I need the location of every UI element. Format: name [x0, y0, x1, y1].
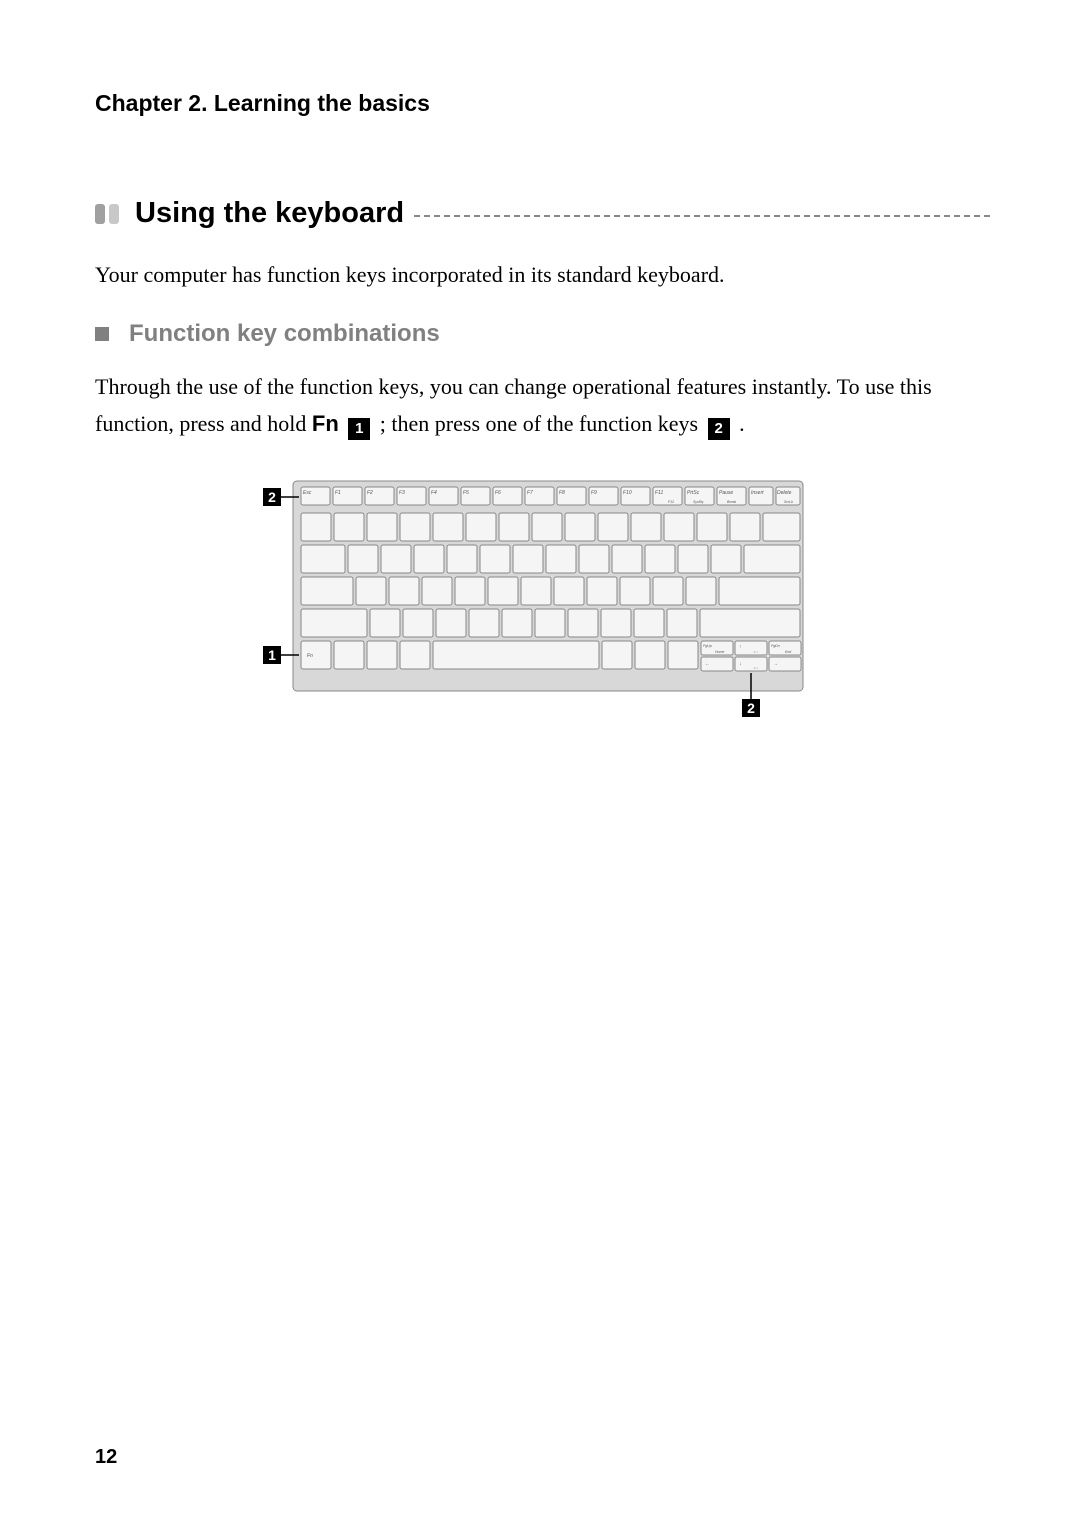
svg-text:F6: F6	[495, 490, 501, 496]
callout-1-inline: 1	[348, 418, 370, 440]
section-heading-row: Using the keyboard	[95, 197, 990, 230]
svg-text:SysRq: SysRq	[693, 500, 703, 504]
para-text: ; then press one of the function keys	[374, 411, 703, 436]
svg-text:Fn: Fn	[307, 653, 313, 659]
svg-text:F8: F8	[559, 490, 565, 496]
keyboard-illustration: Esc F1 F2 F3 F4 F5 F6 F7 F8 F9 F10 F11 F1…	[263, 473, 823, 738]
fn-key-label: Fn	[312, 411, 339, 436]
svg-text:PgDn: PgDn	[771, 644, 780, 648]
svg-text:1: 1	[268, 647, 276, 663]
svg-text:☼↑: ☼↑	[753, 650, 758, 654]
page-number: 12	[95, 1446, 117, 1469]
subsection-title: Function key combinations	[129, 320, 440, 348]
svg-text:Delete: Delete	[777, 490, 792, 496]
bullet-icon	[95, 204, 105, 224]
keyboard-svg: Esc F1 F2 F3 F4 F5 F6 F7 F8 F9 F10 F11 F1…	[263, 473, 823, 733]
document-page: Chapter 2. Learning the basics Using the…	[0, 0, 1080, 1529]
svg-text:Home: Home	[715, 650, 724, 654]
callout-2-inline: 2	[708, 418, 730, 440]
svg-text:ScrLk: ScrLk	[784, 500, 793, 504]
svg-text:→: →	[773, 661, 778, 667]
svg-text:F11: F11	[655, 490, 663, 496]
intro-text: Your computer has function keys incorpor…	[95, 258, 990, 292]
body-paragraph: Through the use of the function keys, yo…	[95, 368, 990, 443]
bullet-icon	[109, 204, 119, 224]
svg-text:F3: F3	[399, 490, 405, 496]
svg-text:Esc: Esc	[303, 490, 312, 496]
svg-text:Break: Break	[727, 500, 736, 504]
qwerty-row	[301, 545, 800, 573]
svg-text:PgUp: PgUp	[703, 644, 712, 648]
section-bullets	[95, 204, 119, 224]
svg-text:2: 2	[747, 700, 755, 716]
svg-text:F7: F7	[527, 490, 533, 496]
svg-text:←: ←	[705, 661, 710, 667]
svg-text:F12: F12	[668, 500, 674, 504]
svg-text:Pause: Pause	[719, 490, 733, 496]
svg-text:PrtSc: PrtSc	[687, 490, 700, 496]
square-bullet-icon	[95, 327, 109, 341]
svg-text:↓: ↓	[739, 661, 742, 667]
svg-text:F9: F9	[591, 490, 597, 496]
para-text: .	[734, 411, 745, 436]
svg-text:2: 2	[268, 489, 276, 505]
svg-text:↑: ↑	[739, 644, 742, 650]
number-row	[301, 513, 800, 541]
subsection-heading-row: Function key combinations	[95, 320, 990, 348]
zxcv-row	[301, 609, 800, 637]
asdf-row	[301, 577, 800, 605]
function-key-row: Esc F1 F2 F3 F4 F5 F6 F7 F8 F9 F10 F11 F1…	[301, 487, 800, 505]
dashed-rule	[414, 215, 990, 217]
chapter-heading: Chapter 2. Learning the basics	[95, 90, 990, 117]
svg-text:☼↓: ☼↓	[753, 666, 758, 670]
svg-text:End: End	[785, 650, 792, 654]
svg-text:Insert: Insert	[751, 490, 764, 496]
svg-text:F1: F1	[335, 490, 341, 496]
section-title: Using the keyboard	[135, 197, 404, 230]
svg-text:F4: F4	[431, 490, 437, 496]
svg-text:F10: F10	[623, 490, 632, 496]
svg-text:F5: F5	[463, 490, 469, 496]
svg-text:F2: F2	[367, 490, 373, 496]
